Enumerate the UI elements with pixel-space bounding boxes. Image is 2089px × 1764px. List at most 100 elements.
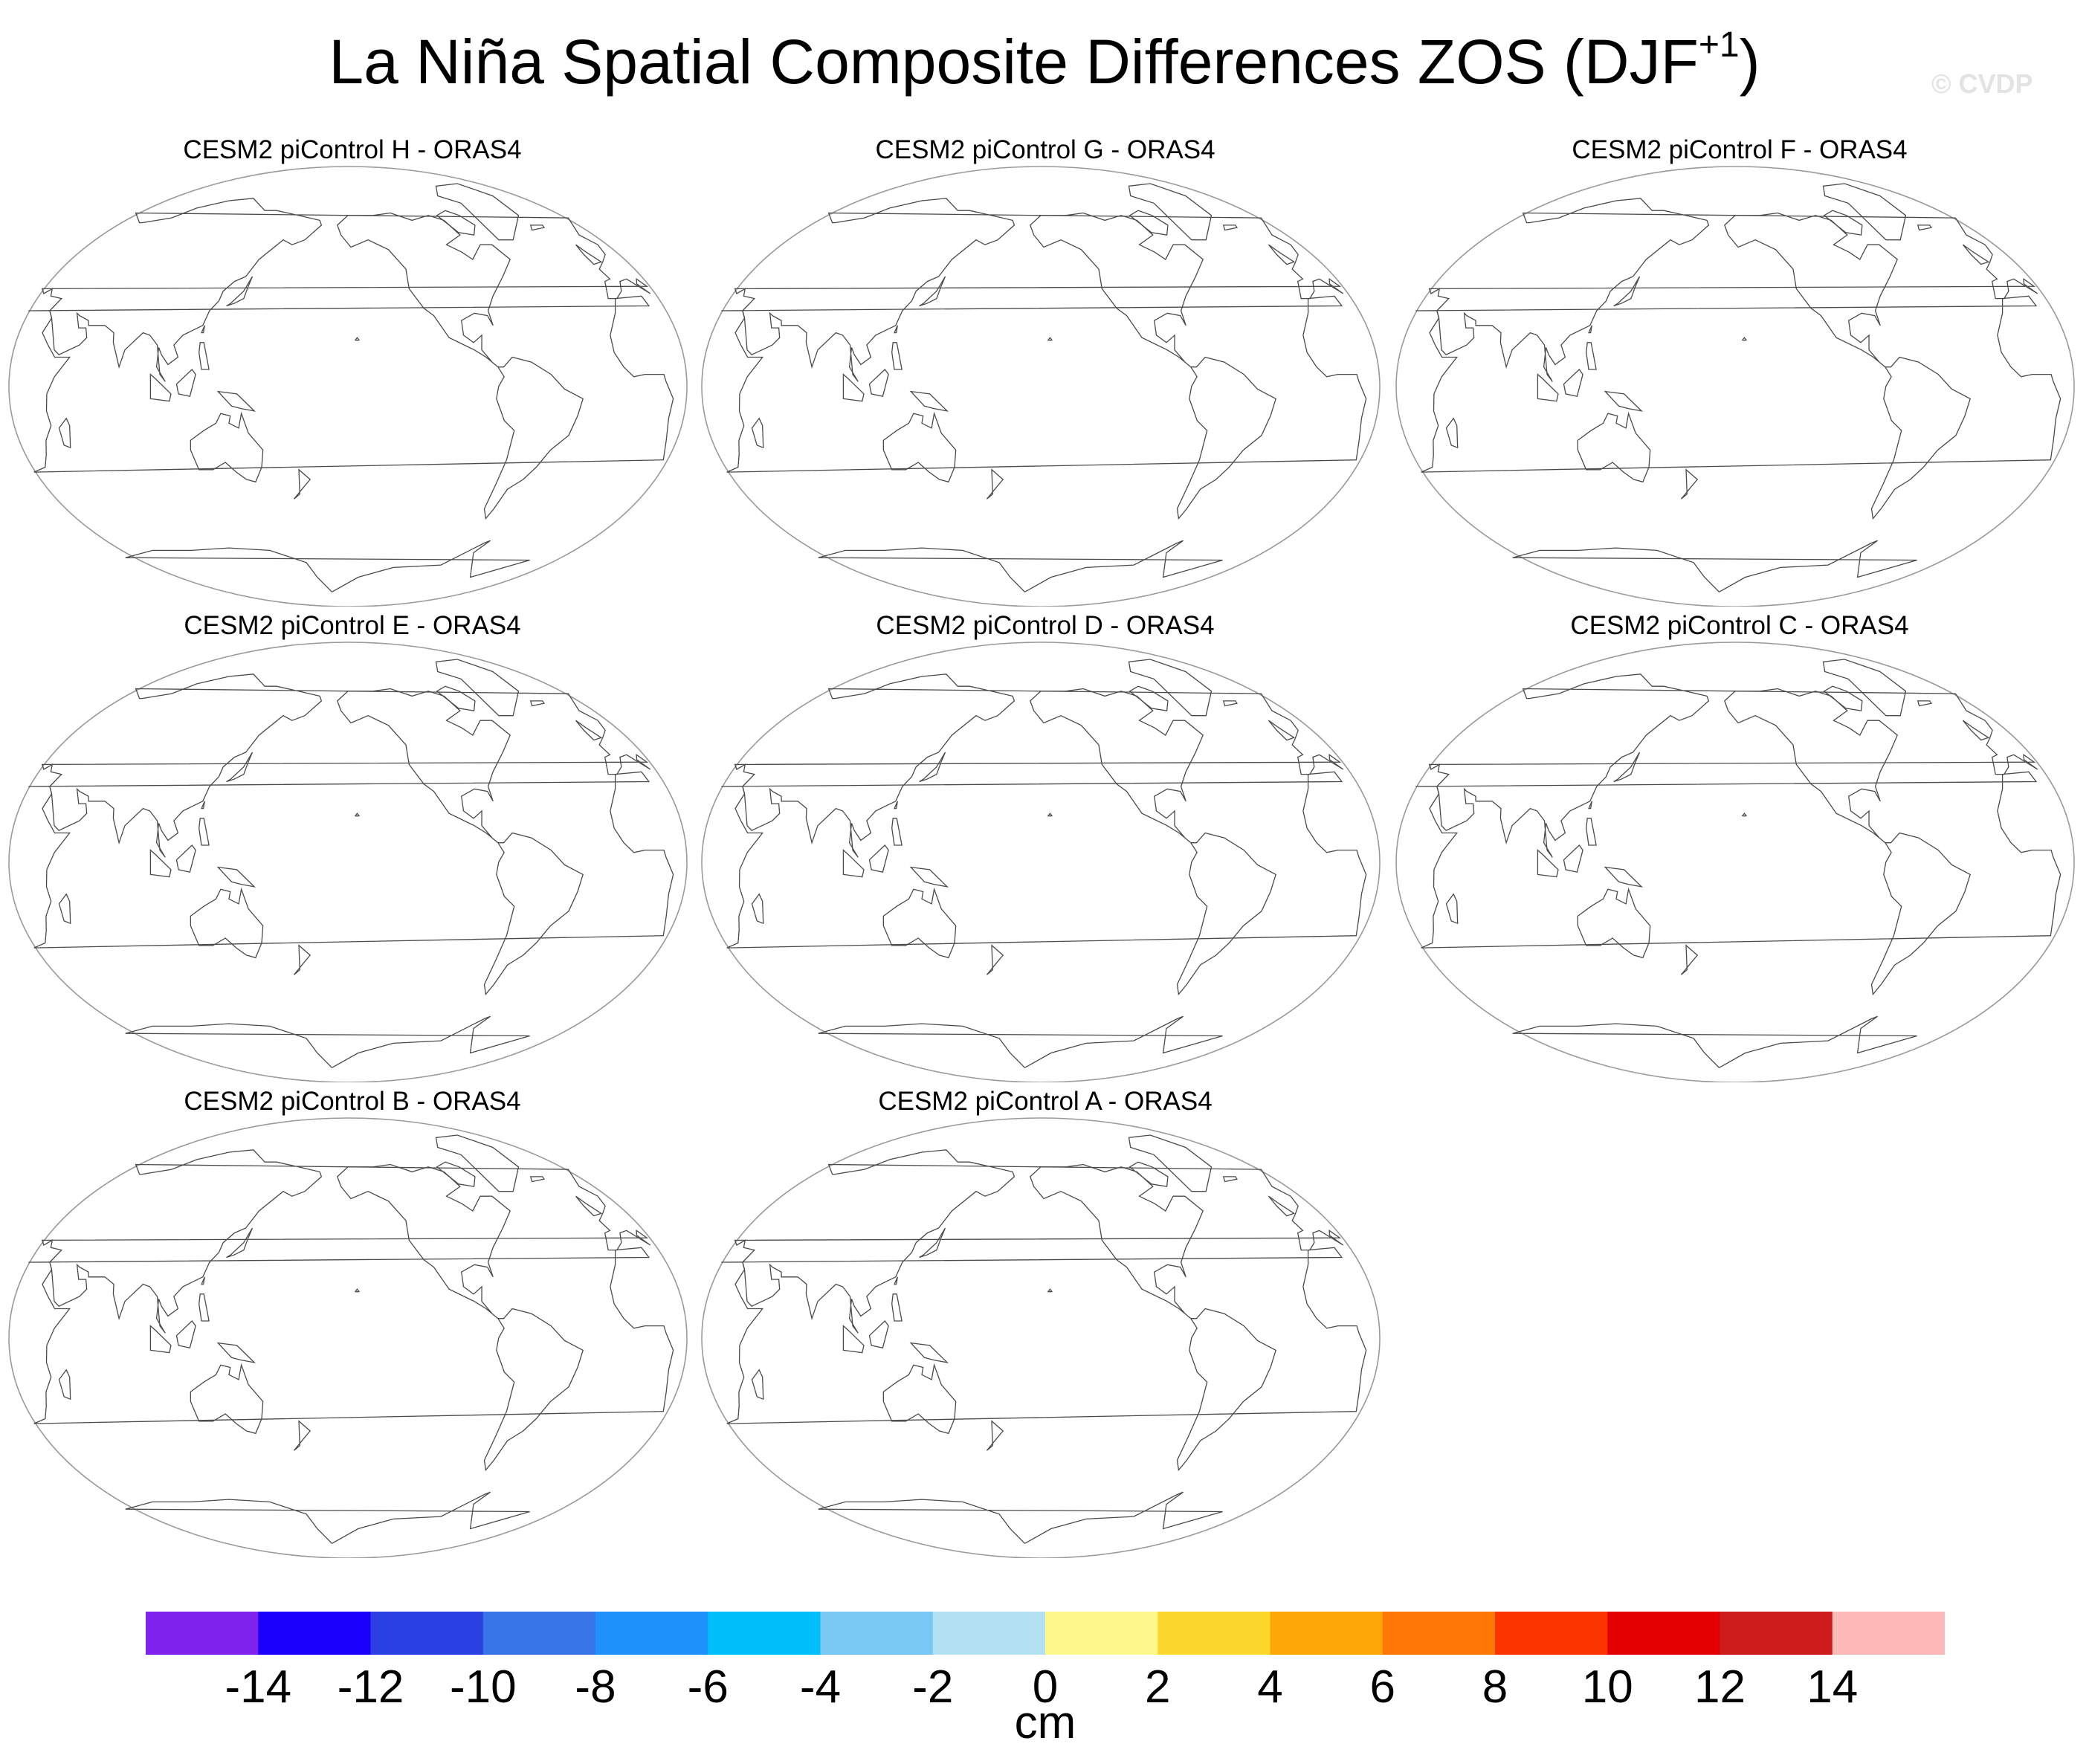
coastline (894, 325, 898, 334)
coastline (1613, 276, 1641, 307)
coastline (818, 1491, 1223, 1544)
coastline (1823, 685, 1863, 711)
coastline (1176, 1308, 1276, 1472)
colorbar-box (1607, 1612, 1720, 1655)
coastline (226, 1227, 254, 1259)
map-boundary (1395, 642, 2075, 1082)
coastline (1268, 1195, 1296, 1217)
coastline (842, 373, 865, 402)
coastline (354, 1288, 361, 1293)
coastline (1222, 1176, 1238, 1183)
coastline (1741, 812, 1748, 817)
colorbar-units: cm (1014, 1697, 1076, 1748)
coastline (1822, 659, 1907, 717)
coastline (58, 893, 71, 925)
map-panel: CESM2 piControl E - ORAS4 (6, 611, 699, 1087)
figure-title: La Niña Spatial Composite Differences ZO… (0, 21, 2089, 113)
coastline (734, 1149, 1344, 1334)
coastline (125, 1491, 530, 1544)
colorbar-tick-label: -2 (912, 1661, 954, 1713)
coastline (894, 1276, 898, 1285)
coastline (919, 1227, 946, 1259)
colorbar-tick-label: 8 (1482, 1661, 1508, 1713)
coastline (1537, 373, 1559, 402)
coastline (1588, 801, 1592, 810)
map-boundary (701, 642, 1381, 1082)
coastline (436, 1161, 476, 1187)
coastline (1512, 540, 1917, 592)
coastline (1268, 720, 1296, 741)
coastline (868, 844, 889, 873)
colorbar-box (820, 1612, 934, 1655)
colorbar-box (1045, 1612, 1158, 1655)
coastline (529, 1176, 545, 1183)
coastline (28, 771, 674, 949)
world-map (701, 642, 1381, 1082)
coastline (894, 801, 898, 810)
coastline (1917, 224, 1932, 231)
colorbar-tick-label: -12 (337, 1661, 404, 1713)
coastline (1586, 342, 1597, 370)
colorbar-box (1720, 1612, 1833, 1655)
coastline (435, 183, 520, 241)
map-panel: CESM2 piControl C - ORAS4 (1393, 611, 2086, 1087)
coastline (1222, 700, 1238, 707)
map-panel: CESM2 piControl B - ORAS4 (6, 1087, 699, 1563)
cvdp-watermark: © CVDP (1931, 68, 2033, 99)
world-map (8, 1117, 688, 1558)
coastline (175, 1320, 196, 1348)
coastline (41, 673, 651, 858)
coastline (293, 1420, 311, 1451)
coastline (721, 771, 1367, 949)
coastline (1613, 752, 1641, 783)
coastline (1962, 244, 1990, 265)
colorbar-tick-label: -8 (575, 1661, 616, 1713)
coastline (1917, 700, 1932, 707)
coastline (1577, 887, 1651, 959)
coastline (909, 1342, 949, 1363)
coastline (751, 893, 764, 925)
map-panel-title: CESM2 piControl D - ORAS4 (876, 611, 1215, 640)
coastline (435, 659, 520, 717)
coastline (1586, 818, 1597, 846)
coastline (1047, 1288, 1053, 1293)
colorbar-box (1270, 1612, 1383, 1655)
map-panel: CESM2 piControl F - ORAS4 (1393, 135, 2086, 611)
coastline (1870, 356, 1971, 520)
world-map (8, 166, 688, 607)
coastline (198, 1293, 210, 1322)
colorbar-tick-label: 14 (1807, 1661, 1859, 1713)
map-panel: CESM2 piControl D - ORAS4 (699, 611, 1392, 1087)
coastline (1563, 369, 1583, 397)
colorbar-box (258, 1612, 371, 1655)
coastline (201, 1276, 205, 1285)
coastline (1047, 812, 1053, 817)
colorbar-box (1832, 1612, 1945, 1655)
coastline (1128, 183, 1213, 241)
coastline (354, 337, 361, 341)
coastline (1129, 1161, 1169, 1187)
map-panel-title: CESM2 piControl G - ORAS4 (875, 135, 1215, 164)
colorbar-tick-label: 2 (1145, 1661, 1171, 1713)
coastline (721, 1247, 1367, 1424)
coastline (1563, 844, 1583, 873)
coastline (986, 944, 1004, 975)
colorbar-box (1157, 1612, 1270, 1655)
coastline (1176, 356, 1276, 520)
coastline (1445, 417, 1459, 449)
colorbar-box (595, 1612, 708, 1655)
coastline (1870, 832, 1971, 996)
map-panel-title: CESM2 piControl F - ORAS4 (1572, 135, 1908, 164)
map-panel-title: CESM2 piControl A - ORAS4 (878, 1087, 1213, 1116)
colorbar (146, 1612, 1945, 1655)
coastline (919, 276, 946, 307)
map-panel: CESM2 piControl G - ORAS4 (699, 135, 1392, 611)
coastline (575, 1195, 603, 1217)
map-boundary (1395, 166, 2075, 607)
coastline (868, 369, 889, 397)
coastline (891, 1293, 903, 1322)
colorbar-tick-label: 10 (1581, 1661, 1633, 1713)
figure-title-close: ) (1739, 27, 1760, 97)
colorbar-box (932, 1612, 1046, 1655)
coastline (575, 720, 603, 741)
